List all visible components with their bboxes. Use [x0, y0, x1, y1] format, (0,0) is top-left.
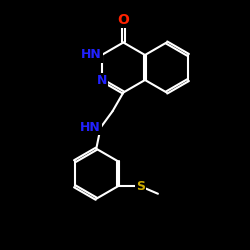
- Text: N: N: [96, 74, 107, 86]
- Text: S: S: [136, 180, 145, 193]
- Text: HN: HN: [81, 48, 102, 62]
- Text: HN: HN: [80, 121, 100, 134]
- Text: O: O: [118, 13, 129, 27]
